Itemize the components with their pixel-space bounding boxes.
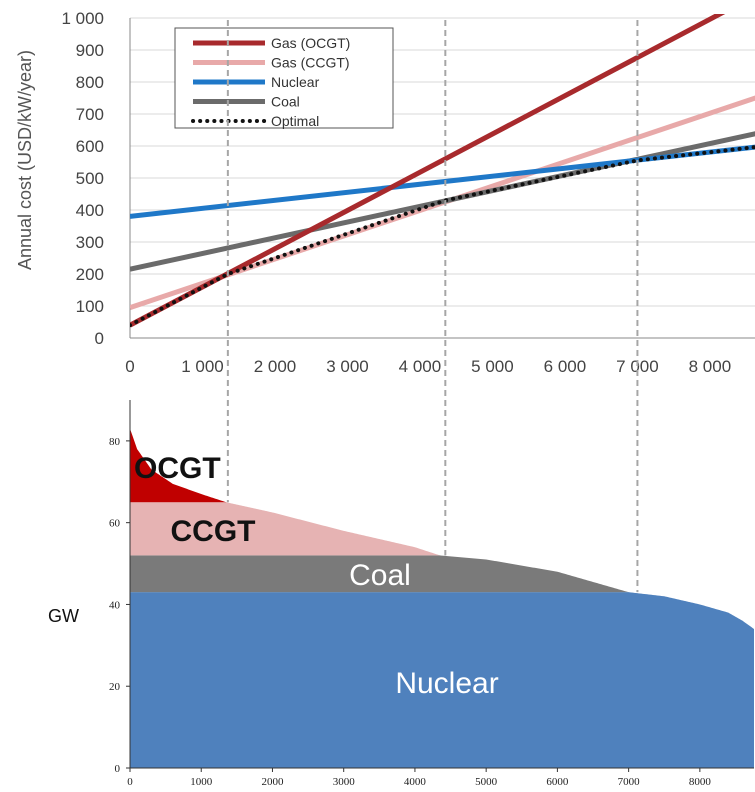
x-tick-label: 5 000	[471, 357, 514, 376]
y-tick-label: 600	[76, 137, 104, 156]
y-tick-label: 800	[76, 73, 104, 92]
x-tick-label: 5000	[475, 776, 498, 788]
series-line-optimal	[130, 145, 755, 328]
x-tick-label: 6000	[546, 776, 569, 788]
x-tick-label: 3000	[333, 776, 356, 788]
band-label-coal: Coal	[349, 559, 411, 592]
y-axis-title: Annual cost (USD/kW/year)	[15, 50, 35, 270]
series-line-coal	[130, 131, 755, 272]
y-tick-label: 300	[76, 233, 104, 252]
x-tick-label: 3 000	[326, 357, 369, 376]
breakpoint-connectors	[226, 20, 639, 593]
y-axis-title: GW	[48, 606, 79, 626]
y-tick-label: 500	[76, 169, 104, 188]
legend-label: Gas (OCGT)	[271, 35, 350, 51]
x-tick-label: 6 000	[544, 357, 587, 376]
legend-label: Gas (CCGT)	[271, 55, 350, 71]
y-tick-label: 40	[109, 599, 121, 611]
x-tick-label: 0	[125, 357, 134, 376]
band-label-ccgt: CCGT	[171, 515, 256, 548]
y-tick-label: 900	[76, 41, 104, 60]
band-area-ccgt	[130, 502, 754, 629]
x-tick-label: 2 000	[254, 357, 297, 376]
x-tick-label: 8 000	[689, 357, 732, 376]
y-tick-label: 20	[109, 681, 121, 693]
x-tick-label: 7 000	[616, 357, 659, 376]
y-tick-label: 1 000	[61, 9, 104, 28]
band-label-nuclear: Nuclear	[395, 667, 498, 700]
x-tick-label: 2000	[261, 776, 284, 788]
annual-cost-chart: 0 100 200 300 400 500 600 700 800 900 1 000 0 1 000 2…	[15, 9, 755, 376]
x-tick-label: 4000	[404, 776, 427, 788]
x-tick-label: 1000	[190, 776, 213, 788]
x-tick-label: 1 000	[181, 357, 224, 376]
y-tick-label: 100	[76, 297, 104, 316]
legend-label: Coal	[271, 94, 300, 110]
x-tick-label: 7000	[618, 776, 641, 788]
y-tick-label: 200	[76, 265, 104, 284]
x-tick-label: 0	[127, 776, 133, 788]
y-tick-label: 0	[115, 763, 121, 775]
legend: Gas (OCGT) Gas (CCGT) Nuclear Coal Optimal	[174, 27, 394, 129]
band-label-ocgt: OCGT	[134, 452, 221, 485]
y-tick-label: 0	[95, 329, 104, 348]
series-line-nuclear	[130, 144, 755, 219]
y-tick-label: 80	[109, 436, 121, 448]
y-tick-label: 400	[76, 201, 104, 220]
y-tick-label: 700	[76, 105, 104, 124]
band-area-coal	[130, 555, 754, 629]
x-tick-label: 8000	[689, 776, 712, 788]
legend-label: Optimal	[271, 113, 319, 129]
x-tick-label: 4 000	[399, 357, 442, 376]
legend-label: Nuclear	[271, 74, 320, 90]
y-tick-label: 60	[109, 518, 121, 530]
load-duration-chart: 0 20 40 60 80 0 1000 2000 3000 4000 5000 6000 7000 80…	[48, 400, 754, 788]
band-area-nuclear	[130, 592, 754, 768]
